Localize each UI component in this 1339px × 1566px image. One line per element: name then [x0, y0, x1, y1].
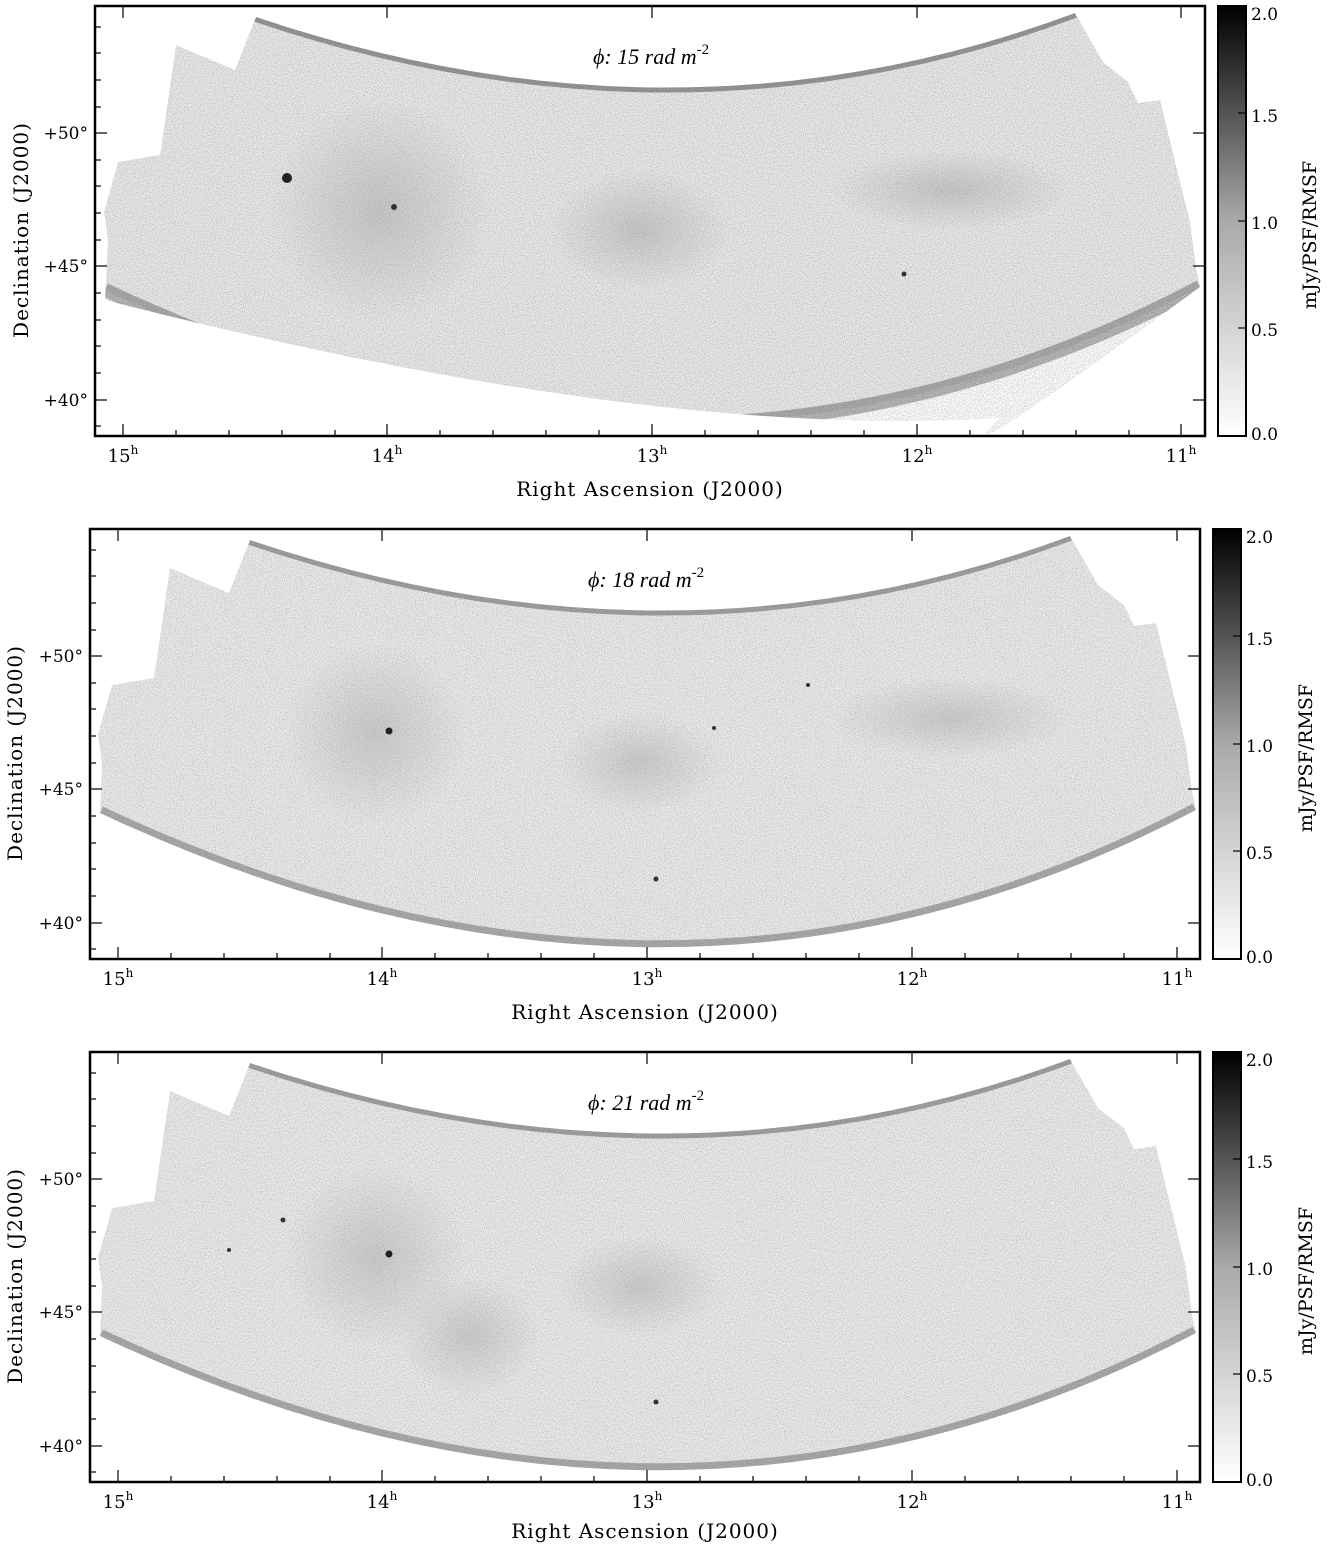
x-tick-label: 15h: [103, 1489, 134, 1513]
y-tick-label: +50°: [39, 1170, 83, 1190]
colorbar-label: mJy/PSF/RMSF: [1299, 161, 1321, 309]
svg-text:0.0: 0.0: [1246, 1471, 1273, 1491]
x-ticks: [117, 529, 1178, 959]
map-title: ϕ: 18 rad m-2: [588, 565, 704, 592]
x-tick-labels: 15h 14h 13h 12h 11h: [108, 443, 1197, 467]
x-tick-label: 13h: [632, 1489, 663, 1513]
x-tick-label: 12h: [902, 443, 933, 467]
svg-text:0.0: 0.0: [1246, 948, 1273, 968]
svg-text:1.5: 1.5: [1251, 107, 1278, 127]
x-tick-label: 12h: [897, 1489, 928, 1513]
map-title: ϕ: 15 rad m-2: [593, 42, 709, 69]
x-ticks: [117, 1052, 1178, 1482]
svg-text:0.0: 0.0: [1251, 425, 1278, 445]
y-tick-labels: +50° +45° +40°: [39, 1170, 83, 1457]
x-axis-label: Right Ascension (J2000): [511, 1000, 779, 1024]
y-tick-label: +45°: [39, 780, 83, 800]
svg-text:2.0: 2.0: [1251, 5, 1278, 25]
colorbar: 2.0 1.5 1.0 0.5 0.0 mJy/PSF/RMSF: [1217, 5, 1321, 445]
svg-text:2.0: 2.0: [1246, 528, 1273, 548]
x-ticks: [122, 6, 1182, 436]
y-axis-label: Declination (J2000): [9, 122, 33, 338]
x-tick-labels: 15h 14h 13h 12h 11h: [103, 966, 1193, 990]
svg-text:0.5: 0.5: [1246, 1367, 1273, 1387]
svg-text:1.5: 1.5: [1246, 1153, 1273, 1173]
colorbar-label: mJy/PSF/RMSF: [1295, 1207, 1317, 1355]
x-tick-label: 12h: [897, 966, 928, 990]
x-tick-label: 11h: [1166, 443, 1197, 467]
survey-footprint: [98, 536, 1196, 948]
svg-text:0.5: 0.5: [1251, 321, 1278, 341]
colorbar-tick-labels: 2.0 1.5 1.0 0.5 0.0: [1251, 5, 1278, 445]
svg-text:1.5: 1.5: [1246, 630, 1273, 650]
colorbar-label: mJy/PSF/RMSF: [1295, 684, 1317, 832]
x-tick-label: 15h: [108, 443, 139, 467]
map-panel-3: ϕ: 21 rad m-2 15h 14h 13h 12h 11h +50° +…: [0, 1046, 1339, 1566]
x-axis-label: Right Ascension (J2000): [516, 477, 784, 501]
y-axis-label: Declination (J2000): [3, 1168, 27, 1384]
colorbar-tick-labels: 2.0 1.5 1.0 0.5 0.0: [1246, 1051, 1273, 1491]
y-tick-labels: +50° +45° +40°: [39, 647, 83, 934]
svg-text:0.5: 0.5: [1246, 844, 1273, 864]
x-tick-label: 11h: [1162, 966, 1193, 990]
x-tick-label: 14h: [372, 443, 403, 467]
y-ticks: [90, 1072, 1200, 1473]
y-tick-label: +40°: [44, 391, 88, 411]
y-tick-label: +40°: [39, 914, 83, 934]
map-panel-1: ϕ: 15 rad m-2 15h 14h 13h 12h 11h +50° +…: [0, 0, 1339, 520]
x-tick-label: 14h: [367, 966, 398, 990]
svg-text:1.0: 1.0: [1246, 737, 1273, 757]
map-title: ϕ: 21 rad m-2: [588, 1088, 704, 1115]
y-ticks: [90, 549, 1200, 950]
y-tick-label: +45°: [44, 257, 88, 277]
sky-map-figure: ϕ: 18 rad m-2 15h 14h 13h 12h 11h +50° +…: [3, 527, 1317, 1024]
x-axis-label: Right Ascension (J2000): [511, 1519, 779, 1543]
y-ticks: [95, 26, 1205, 427]
y-tick-label: +45°: [39, 1303, 83, 1323]
svg-text:2.0: 2.0: [1246, 1051, 1273, 1071]
y-axis-label: Declination (J2000): [3, 645, 27, 861]
map-panel-2: ϕ: 18 rad m-2 15h 14h 13h 12h 11h +50° +…: [0, 523, 1339, 1043]
x-tick-labels: 15h 14h 13h 12h 11h: [103, 1489, 1193, 1513]
y-tick-label: +50°: [44, 124, 88, 144]
y-tick-labels: +50° +45° +40°: [44, 124, 88, 411]
y-tick-label: +40°: [39, 1437, 83, 1457]
colorbar: 2.0 1.5 1.0 0.5 0.0 mJy/PSF/RMSF: [1212, 528, 1317, 968]
survey-footprint: [98, 1059, 1196, 1471]
svg-text:1.0: 1.0: [1246, 1260, 1273, 1280]
sky-map-figure: ϕ: 15 rad m-2 15h 14h 13h 12h 11h +50° +…: [9, 4, 1321, 501]
sky-map-figure: ϕ: 21 rad m-2 15h 14h 13h 12h 11h +50° +…: [3, 1050, 1317, 1543]
x-tick-label: 14h: [367, 1489, 398, 1513]
colorbar-tick-labels: 2.0 1.5 1.0 0.5 0.0: [1246, 528, 1273, 968]
x-tick-label: 15h: [103, 966, 134, 990]
colorbar: 2.0 1.5 1.0 0.5 0.0 mJy/PSF/RMSF: [1212, 1051, 1317, 1491]
x-tick-label: 13h: [637, 443, 668, 467]
y-tick-label: +50°: [39, 647, 83, 667]
x-tick-label: 13h: [632, 966, 663, 990]
svg-text:1.0: 1.0: [1251, 214, 1278, 234]
x-tick-label: 11h: [1162, 1489, 1193, 1513]
survey-footprint: [104, 13, 1200, 435]
